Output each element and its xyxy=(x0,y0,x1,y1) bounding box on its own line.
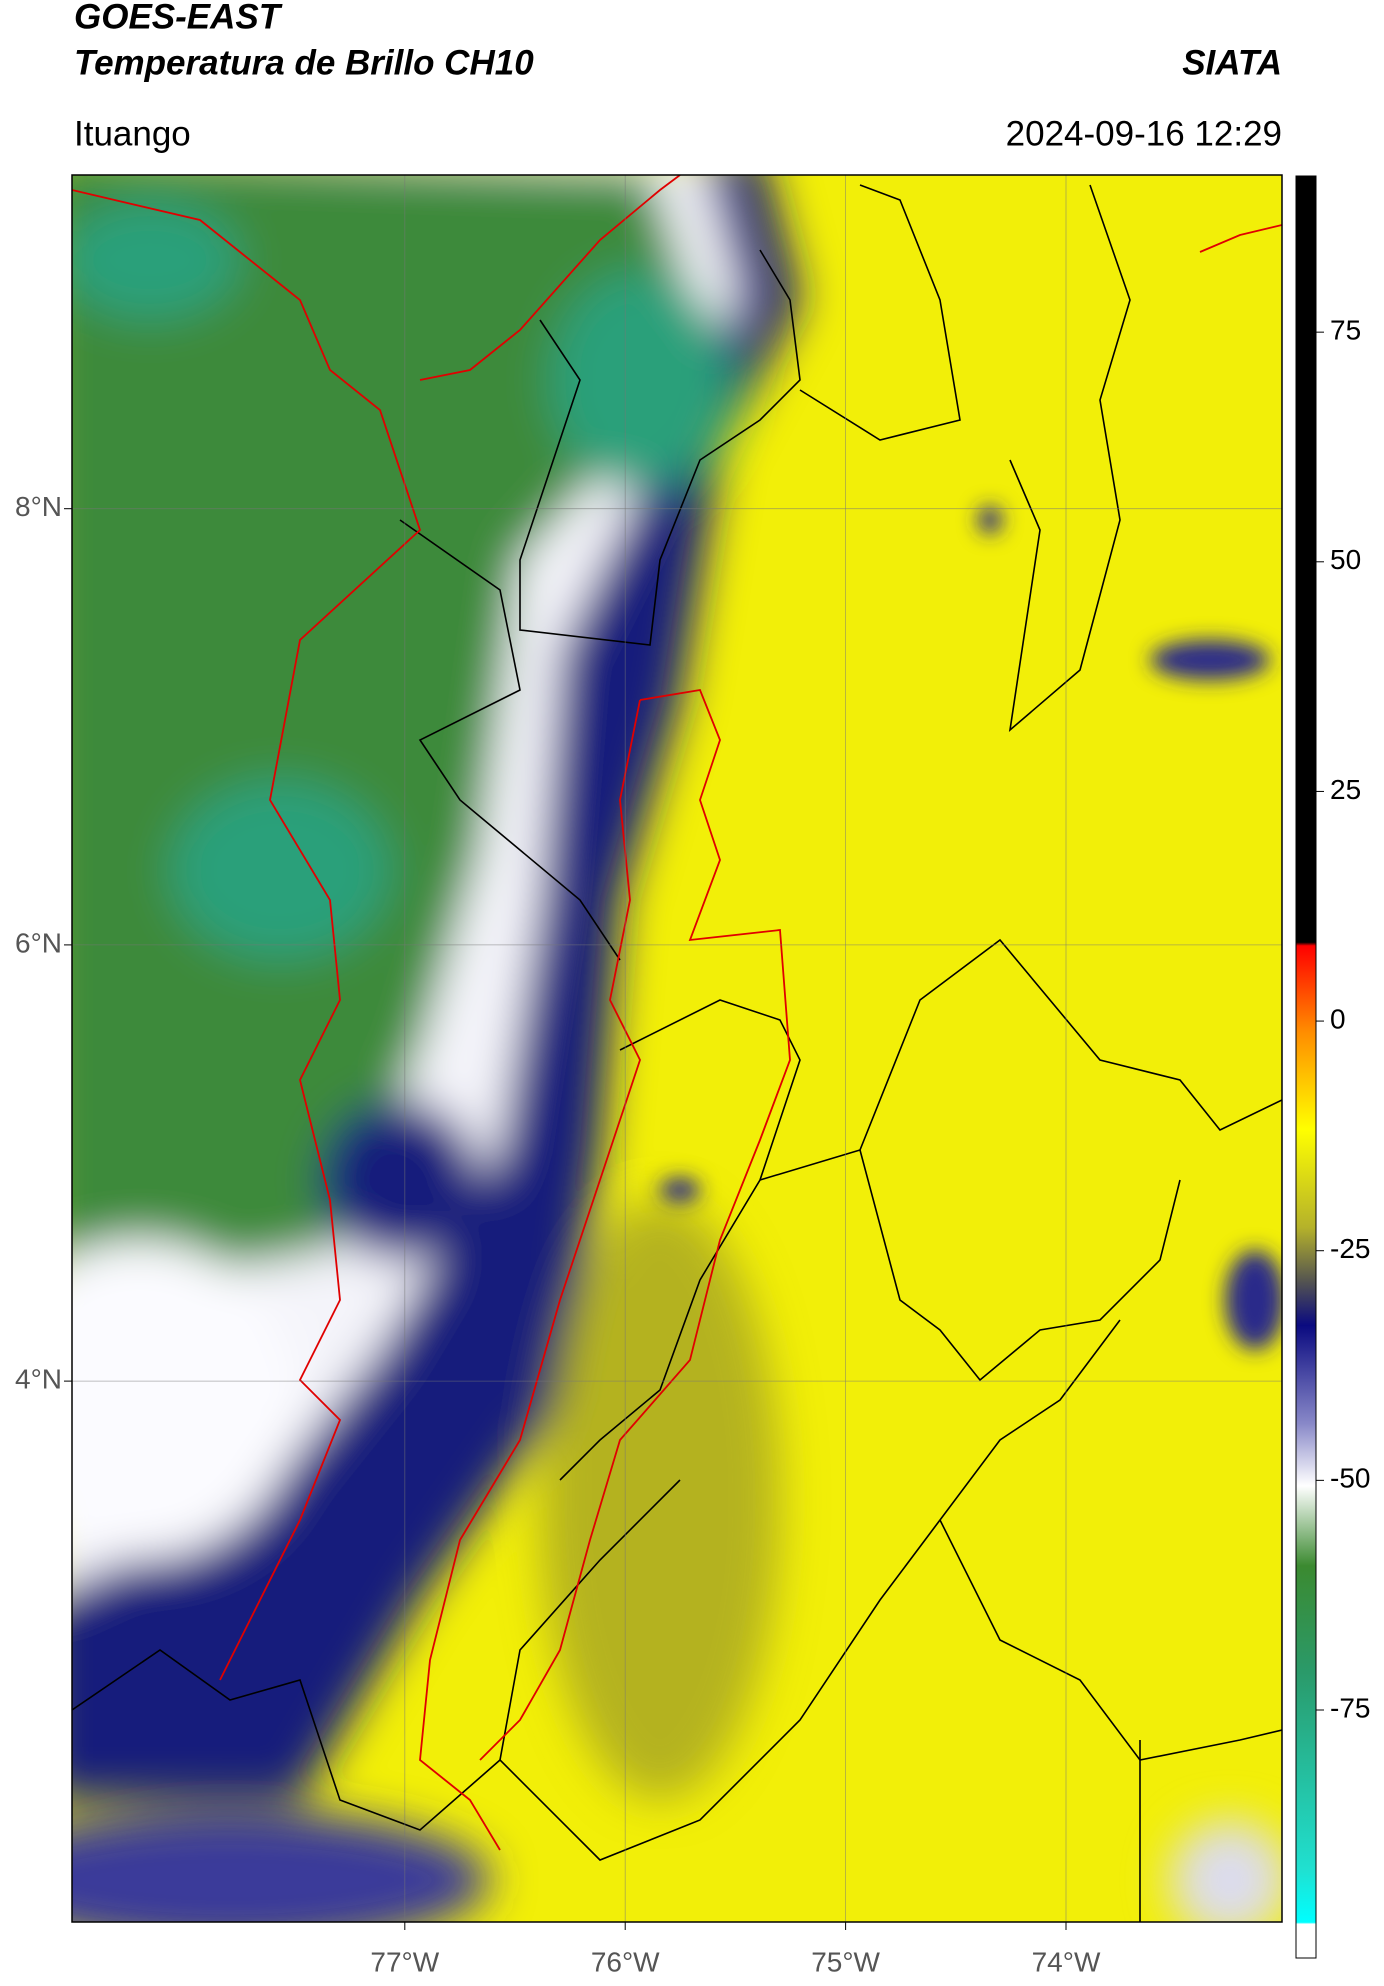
lon-tick-label: 77°W xyxy=(370,1946,439,1977)
colorbar-tick-label: -75 xyxy=(1330,1692,1370,1723)
lat-tick-label: 6°N xyxy=(15,927,62,958)
colorbar-tick-label: 0 xyxy=(1330,1003,1346,1034)
location-label: Ituango xyxy=(74,114,191,153)
map-frame xyxy=(71,174,1283,1923)
satellite-title: GOES-EAST xyxy=(74,0,283,36)
timestamp-label: 2024-09-16 12:29 xyxy=(1006,114,1282,153)
map-image xyxy=(72,175,1282,1922)
colorbar xyxy=(1295,175,1317,1959)
colorbar-tick-label: 75 xyxy=(1330,315,1361,346)
colorbar-tick-label: 50 xyxy=(1330,544,1361,575)
colorbar-tick-label: 25 xyxy=(1330,774,1361,805)
source-label: SIATA xyxy=(1182,43,1282,82)
lon-tick-label: 74°W xyxy=(1032,1946,1101,1977)
lon-tick-label: 75°W xyxy=(811,1946,880,1977)
lon-tick-label: 76°W xyxy=(591,1946,660,1977)
lat-tick-label: 8°N xyxy=(15,491,62,522)
product-title: Temperatura de Brillo CH10 xyxy=(74,43,534,82)
lat-tick-label: 4°N xyxy=(15,1363,62,1394)
colorbar-tick-label: -25 xyxy=(1330,1233,1370,1264)
colorbar-tick-label: -50 xyxy=(1330,1463,1370,1494)
